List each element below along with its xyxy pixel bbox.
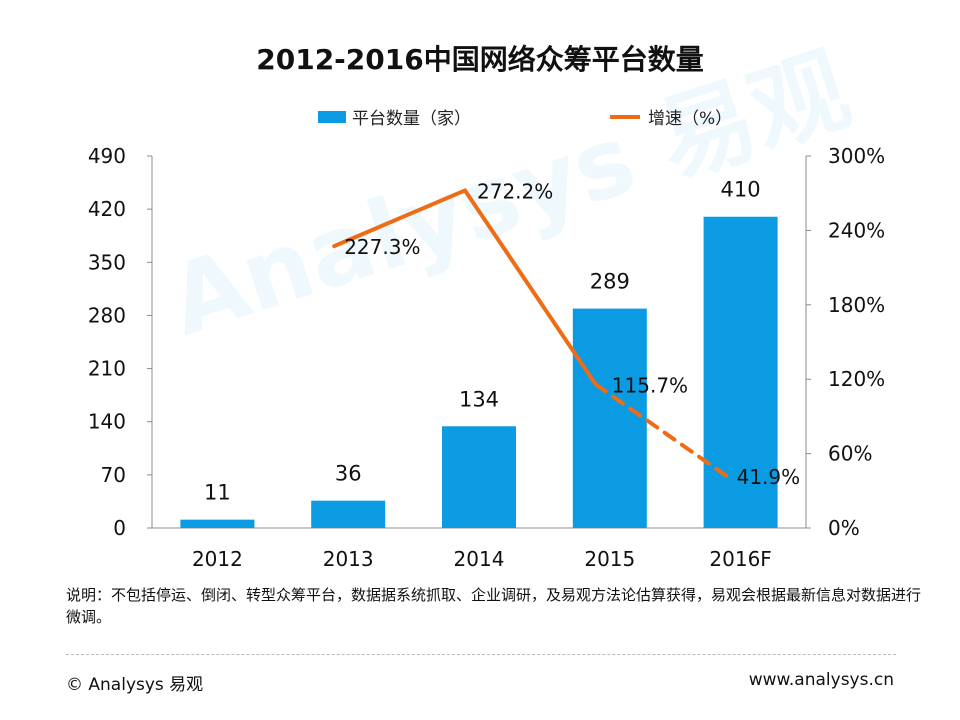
bar (311, 500, 386, 528)
x-tick-label: 2012 (192, 547, 243, 571)
x-tick-label: 2016F (709, 547, 771, 571)
y-tick-label-right: 0% (828, 516, 860, 540)
legend-item-line: 增速（%） (610, 104, 732, 129)
chart-title: 2012-2016中国网络众筹平台数量 (256, 43, 704, 76)
footer-brand: © Analysys 易观 (66, 675, 204, 695)
y-tick-label-left: 420 (88, 197, 126, 221)
legend-swatch-line (610, 114, 640, 119)
line-value-label: 41.9% (737, 465, 801, 489)
y-tick-label-right: 60% (828, 442, 872, 466)
y-tick-label-left: 490 (88, 144, 126, 168)
bar (703, 216, 778, 529)
y-tick-label-left: 140 (88, 410, 126, 434)
legend: 平台数量（家） 增速（%） (0, 104, 960, 130)
footnote: 说明：不包括停运、倒闭、转型众筹平台，数据据系统抓取、企业调研，及易观方法论估算… (66, 586, 922, 626)
bar-value-label: 289 (590, 270, 630, 294)
legend-swatch-bar (318, 110, 346, 123)
y-tick-label-left: 350 (88, 250, 126, 274)
legend-label-bar: 平台数量（家） (352, 109, 471, 129)
bar-value-label: 410 (721, 178, 761, 202)
y-tick-label-left: 210 (88, 357, 126, 381)
x-tick-label: 2014 (454, 547, 505, 571)
bar-value-label: 11 (204, 481, 231, 505)
legend-label-line: 增速（%） (648, 109, 733, 129)
y-tick-label-left: 70 (101, 463, 126, 487)
line-value-label: 272.2% (477, 179, 553, 203)
legend-item-bar: 平台数量（家） (318, 104, 471, 129)
y-tick-label-right: 180% (828, 293, 885, 317)
chart-area: 0 70 140 210 280 350 420 490 0% 60% 120% 180% 240% 30… (88, 144, 885, 571)
line-value-label: 227.3% (344, 235, 420, 259)
line-segment (463, 188, 598, 387)
bar (572, 308, 647, 528)
bar-value-label: 134 (459, 387, 499, 411)
y-tick-label-right: 120% (828, 367, 885, 391)
y-tick-label-left: 0 (113, 516, 126, 540)
divider (66, 654, 896, 655)
y-tick-label-right: 300% (828, 144, 885, 168)
footer-url: www.analysys.cn (748, 670, 894, 690)
bar (180, 519, 255, 528)
line-segment (332, 188, 467, 249)
bar-value-label: 36 (335, 462, 362, 486)
x-tick-label: 2015 (584, 547, 635, 571)
line-value-label: 115.7% (612, 374, 688, 398)
line-segment-dashed (593, 382, 729, 479)
y-tick-label-right: 240% (828, 218, 885, 242)
x-tick-label: 2013 (323, 547, 374, 571)
bar (442, 426, 516, 528)
y-tick-label-left: 280 (88, 303, 126, 327)
